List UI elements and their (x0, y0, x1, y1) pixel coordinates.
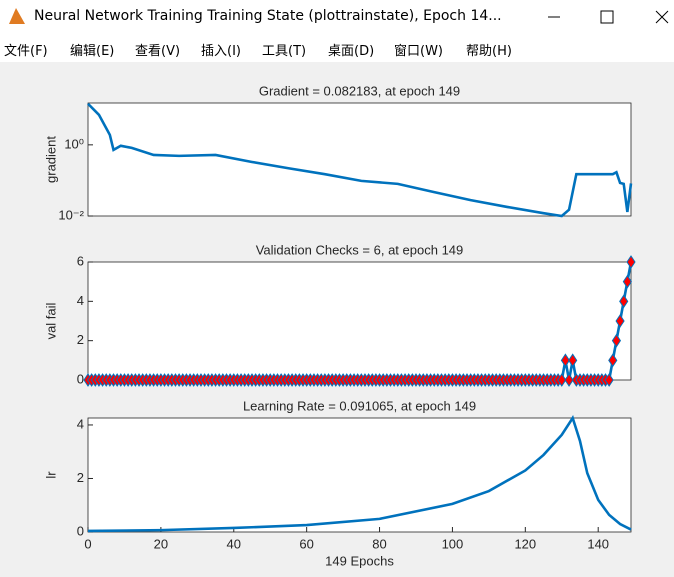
y-tick-label: 10⁰ (64, 136, 84, 151)
marker (611, 333, 622, 348)
y-tick-label: 6 (77, 253, 84, 268)
y-tick-label: 2 (77, 332, 84, 347)
marker (608, 353, 618, 368)
menu-item[interactable]: 编辑(E) (70, 44, 115, 59)
menu-item[interactable]: 插入(I) (201, 44, 241, 59)
line (87, 102, 633, 218)
marker (564, 373, 574, 387)
maximize-button[interactable] (600, 10, 614, 24)
title-bar: Neural Network Training Training State (… (0, 0, 674, 34)
y-tick-label: 10⁻² (58, 207, 84, 222)
axes-title: Validation Checks = 6, at epoch 149 (256, 242, 464, 257)
app-icon (9, 8, 25, 24)
x-tick-label: 60 (299, 536, 313, 551)
marker (626, 255, 636, 269)
figure: Gradient = 0.082183, at epoch 149 gradien… (43, 83, 636, 568)
axes (87, 102, 632, 217)
close-button[interactable] (655, 10, 669, 24)
marker (568, 353, 578, 368)
axes-title: Learning Rate = 0.091065, at epoch 149 (243, 398, 476, 413)
x-tick-label: 140 (587, 536, 609, 551)
y-tick-label: 0 (77, 523, 84, 538)
y-axis-label: lr (43, 471, 58, 479)
marker (622, 274, 632, 289)
axes (87, 261, 632, 381)
x-tick-label: 20 (154, 536, 168, 551)
axes (87, 417, 632, 533)
marker (615, 314, 625, 328)
y-tick-label: 0 (77, 371, 84, 386)
menu-item[interactable]: 工具(T) (262, 44, 307, 59)
y-tick-label: 4 (77, 293, 84, 308)
menu-bar: 文件(F) 编辑(E) 查看(V) 插入(I) 工具(T) 桌面(D) 窗口(W) 帮助(H) (0, 34, 674, 62)
y-axis-label: val fail (43, 302, 58, 339)
title-icons (9, 8, 669, 24)
x-tick-label: 0 (84, 536, 91, 551)
x-tick-label: 80 (372, 536, 386, 551)
menu-item[interactable]: 帮助(H) (466, 44, 512, 59)
marker (619, 294, 629, 309)
y-tick-label: 2 (77, 470, 84, 485)
line (87, 414, 632, 533)
y-axis-label: gradient (43, 136, 58, 183)
x-tick-label: 40 (227, 536, 241, 551)
menu-item[interactable]: 窗口(W) (394, 44, 443, 59)
x-axis-label: 149 Epochs (325, 553, 394, 568)
menu-item[interactable]: 查看(V) (135, 44, 181, 59)
marker (604, 373, 614, 387)
menu-item[interactable]: 桌面(D) (328, 44, 375, 59)
x-tick-label: 100 (442, 536, 464, 551)
y-tick-label: 4 (77, 416, 84, 431)
marker (560, 353, 571, 368)
marker (557, 373, 567, 387)
axes-title: Gradient = 0.082183, at epoch 149 (259, 83, 460, 98)
menu-item[interactable]: 文件(F) (4, 44, 48, 59)
window-title: Neural Network Training Training State (… (34, 8, 502, 24)
x-tick-label: 120 (514, 536, 536, 551)
